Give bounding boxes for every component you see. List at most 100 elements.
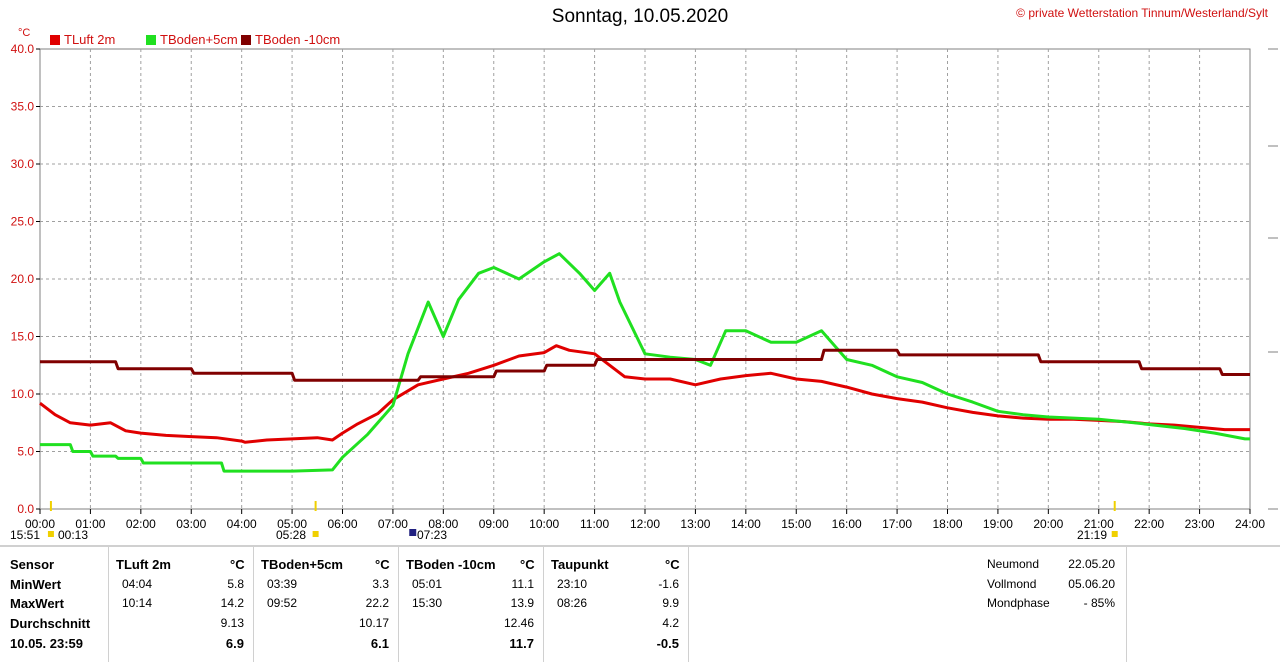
x-tick-label: 09:00 <box>479 517 509 531</box>
legend-item-tboden10: TBoden -10cm <box>241 32 340 47</box>
x-tick-label: 00:00 <box>25 517 55 531</box>
x-tick-label: 19:00 <box>983 517 1013 531</box>
time-left2: 00:13 <box>58 528 89 542</box>
table-cell: 08:26 <box>557 596 588 610</box>
table-cell: -1.6 <box>658 577 679 591</box>
x-tick-label: 10:00 <box>529 517 559 531</box>
moon-label: Mondphase <box>987 596 1050 610</box>
x-tick-label: 14:00 <box>731 517 761 531</box>
table-header-tboden5: TBoden+5cm <box>261 557 343 572</box>
copyright-text: © private Wetterstation Tinnum/Westerlan… <box>1016 6 1268 20</box>
table-cell: 6.9 <box>225 636 244 651</box>
legend-item-tboden5: TBoden+5cm <box>146 32 238 47</box>
table-header-unit: °C <box>230 557 245 572</box>
table-cell: 10.17 <box>358 616 389 630</box>
table-cell: 22.2 <box>365 596 389 610</box>
table-header-tboden10: TBoden -10cm <box>406 557 496 572</box>
x-tick-label: 20:00 <box>1033 517 1063 531</box>
y-axis-unit: °C <box>18 27 31 39</box>
x-tick-label: 05:00 <box>277 517 307 531</box>
table-cell: 3.3 <box>372 577 389 591</box>
x-tick-label: 22:00 <box>1134 517 1164 531</box>
table-header-unit: °C <box>665 557 680 572</box>
table-cell: 03:39 <box>267 577 298 591</box>
x-tick-label: 16:00 <box>832 517 862 531</box>
x-tick-label: 01:00 <box>75 517 105 531</box>
sunrise-time: 05:28 <box>276 528 307 542</box>
table-header-unit: °C <box>520 557 535 572</box>
table-cell: 5.8 <box>227 577 244 591</box>
table-cell: 9.9 <box>662 596 679 610</box>
x-tick-label: 13:00 <box>680 517 710 531</box>
x-tick-label: 04:00 <box>227 517 257 531</box>
table-cell: 15:30 <box>412 596 443 610</box>
row-label-min: MinWert <box>10 577 62 592</box>
y-tick-label: 40.0 <box>11 42 35 56</box>
moon-dot <box>47 531 54 537</box>
legend-swatch <box>241 34 251 45</box>
legend-label: TBoden -10cm <box>255 32 341 47</box>
moon-label: Vollmond <box>987 577 1037 591</box>
event-marker <box>409 529 417 536</box>
y-tick-label: 25.0 <box>11 215 35 229</box>
x-tick-label: 06:00 <box>327 517 357 531</box>
table-cell: 11.1 <box>511 577 534 591</box>
x-tick-label: 12:00 <box>630 517 660 531</box>
row-label-avg: Durchschnitt <box>10 616 91 631</box>
series-line-2 <box>40 348 1250 382</box>
row-label-max: MaxWert <box>10 596 64 611</box>
mark-time: 07:23 <box>417 528 448 542</box>
x-tick-label: 23:00 <box>1185 517 1215 531</box>
x-tick-label: 17:00 <box>882 517 912 531</box>
y-tick-label: 20.0 <box>11 272 35 286</box>
series-line-1 <box>40 252 1250 473</box>
x-tick-label: 03:00 <box>176 517 206 531</box>
moon-value: - 85% <box>1083 596 1115 610</box>
table-cell: 10:14 <box>122 596 153 610</box>
table-header-sensor: Sensor <box>10 557 55 572</box>
table-cell: 09:52 <box>267 596 298 610</box>
sunset-time: 21:19 <box>1077 528 1108 542</box>
time-left: 15:51 <box>10 528 41 542</box>
table-cell: 05:01 <box>412 577 443 591</box>
table-header-taupunkt: Taupunkt <box>551 557 609 572</box>
y-tick-label: 35.0 <box>11 100 35 114</box>
x-tick-label: 07:00 <box>378 517 408 531</box>
legend-swatch <box>50 34 60 45</box>
table-cell: 14.2 <box>220 596 244 610</box>
sunrise-dot <box>312 531 319 537</box>
x-tick-label: 08:00 <box>428 517 458 531</box>
table-cell: 6.1 <box>370 636 389 651</box>
chart-title: Sonntag, 10.05.2020 <box>551 6 729 27</box>
x-tick-label: 24:00 <box>1235 517 1265 531</box>
moon-value: 05.06.20 <box>1068 577 1115 591</box>
y-tick-label: 10.0 <box>11 387 35 401</box>
moon-value: 22.05.20 <box>1068 557 1115 571</box>
x-tick-label: 18:00 <box>932 517 962 531</box>
legend-label: TLuft 2m <box>64 32 116 47</box>
y-tick-label: 30.0 <box>11 157 35 171</box>
row-label-current: 10.05. 23:59 <box>10 636 84 651</box>
table-cell: 12.46 <box>503 616 534 630</box>
table-cell: 13.9 <box>510 596 534 610</box>
table-cell: -0.5 <box>656 636 679 651</box>
table-header-tluft: TLuft 2m <box>116 557 171 572</box>
legend-item-tluft: TLuft 2m <box>50 32 115 47</box>
table-cell: 04:04 <box>122 577 153 591</box>
table-header-unit: °C <box>375 557 390 572</box>
y-tick-label: 5.0 <box>17 445 34 459</box>
moon-label: Neumond <box>987 557 1040 571</box>
x-tick-label: 11:00 <box>580 517 609 531</box>
table-cell: 11.7 <box>509 636 534 651</box>
table-cell: 23:10 <box>557 577 588 591</box>
series-line-0 <box>39 344 1250 444</box>
legend-swatch <box>146 34 156 45</box>
table-cell: 9.13 <box>220 616 244 630</box>
table-cell: 4.2 <box>662 616 679 630</box>
y-tick-label: 0.0 <box>17 502 34 516</box>
sunset-dot <box>1111 531 1118 537</box>
x-tick-label: 21:00 <box>1084 517 1114 531</box>
x-tick-label: 02:00 <box>126 517 156 531</box>
x-tick-label: 15:00 <box>781 517 811 531</box>
